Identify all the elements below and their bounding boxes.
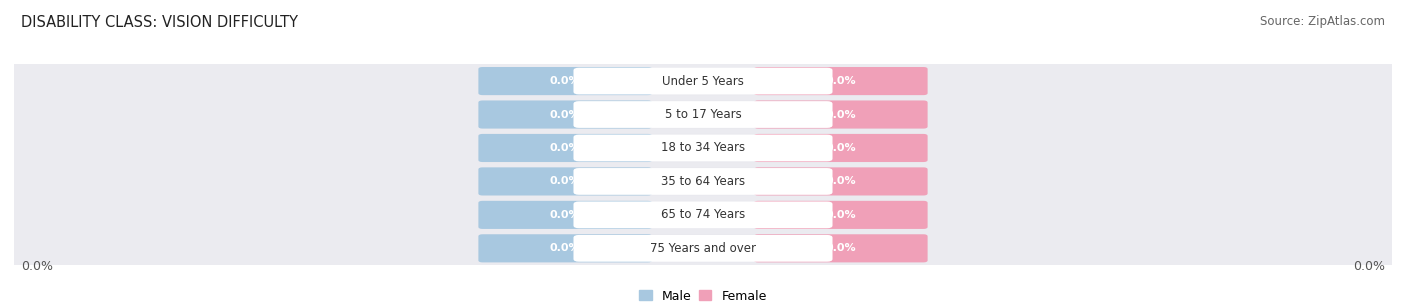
- Text: 5 to 17 Years: 5 to 17 Years: [665, 108, 741, 121]
- FancyBboxPatch shape: [478, 167, 928, 196]
- Bar: [14, 98, 1392, 131]
- FancyBboxPatch shape: [478, 67, 928, 95]
- FancyBboxPatch shape: [478, 134, 928, 162]
- FancyBboxPatch shape: [574, 68, 832, 95]
- FancyBboxPatch shape: [478, 201, 652, 229]
- Text: 0.0%: 0.0%: [825, 243, 856, 253]
- Bar: [14, 131, 1392, 165]
- Text: 0.0%: 0.0%: [825, 143, 856, 153]
- Text: 0.0%: 0.0%: [21, 260, 53, 273]
- FancyBboxPatch shape: [754, 100, 928, 129]
- Text: Under 5 Years: Under 5 Years: [662, 74, 744, 88]
- FancyBboxPatch shape: [574, 202, 832, 228]
- Text: DISABILITY CLASS: VISION DIFFICULTY: DISABILITY CLASS: VISION DIFFICULTY: [21, 15, 298, 30]
- Text: 0.0%: 0.0%: [1353, 260, 1385, 273]
- FancyBboxPatch shape: [754, 201, 928, 229]
- Text: 0.0%: 0.0%: [550, 143, 581, 153]
- FancyBboxPatch shape: [478, 100, 928, 129]
- Text: 35 to 64 Years: 35 to 64 Years: [661, 175, 745, 188]
- FancyBboxPatch shape: [478, 234, 928, 262]
- FancyBboxPatch shape: [574, 168, 832, 195]
- Text: 75 Years and over: 75 Years and over: [650, 242, 756, 255]
- FancyBboxPatch shape: [478, 67, 652, 95]
- Text: 18 to 34 Years: 18 to 34 Years: [661, 142, 745, 154]
- Text: 0.0%: 0.0%: [825, 210, 856, 220]
- Text: 0.0%: 0.0%: [550, 176, 581, 186]
- Text: Source: ZipAtlas.com: Source: ZipAtlas.com: [1260, 15, 1385, 28]
- Bar: [14, 64, 1392, 98]
- FancyBboxPatch shape: [754, 167, 928, 196]
- Bar: [14, 231, 1392, 265]
- Text: 0.0%: 0.0%: [550, 76, 581, 86]
- FancyBboxPatch shape: [478, 167, 652, 196]
- FancyBboxPatch shape: [478, 134, 652, 162]
- Text: 0.0%: 0.0%: [550, 210, 581, 220]
- Legend: Male, Female: Male, Female: [634, 285, 772, 305]
- FancyBboxPatch shape: [754, 67, 928, 95]
- FancyBboxPatch shape: [574, 135, 832, 161]
- Text: 65 to 74 Years: 65 to 74 Years: [661, 208, 745, 221]
- FancyBboxPatch shape: [478, 100, 652, 129]
- FancyBboxPatch shape: [574, 101, 832, 128]
- Text: 0.0%: 0.0%: [550, 109, 581, 120]
- FancyBboxPatch shape: [754, 234, 928, 262]
- Text: 0.0%: 0.0%: [550, 243, 581, 253]
- Text: 0.0%: 0.0%: [825, 176, 856, 186]
- FancyBboxPatch shape: [754, 134, 928, 162]
- FancyBboxPatch shape: [574, 235, 832, 262]
- FancyBboxPatch shape: [478, 234, 652, 262]
- Text: 0.0%: 0.0%: [825, 76, 856, 86]
- FancyBboxPatch shape: [478, 201, 928, 229]
- Bar: [14, 198, 1392, 231]
- Bar: [14, 165, 1392, 198]
- Text: 0.0%: 0.0%: [825, 109, 856, 120]
